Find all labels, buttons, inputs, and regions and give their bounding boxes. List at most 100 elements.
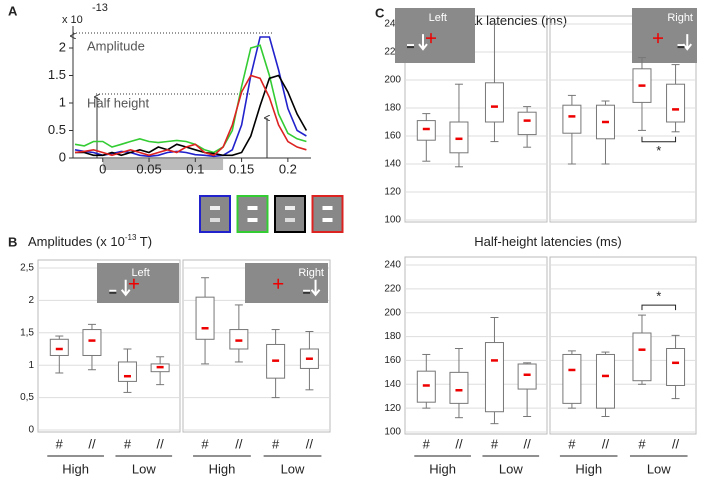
stimulus-dash (407, 44, 414, 47)
x-tick-label: // (306, 436, 314, 451)
y-tick-label: 200 (384, 75, 401, 86)
stimulus-icon (199, 195, 231, 233)
box (484, 82, 504, 123)
motion-arrow (310, 279, 321, 297)
y-tick-label: 120 (384, 403, 401, 414)
stimulus-icon (274, 195, 306, 233)
axis-exponent: x 10 (62, 14, 83, 26)
x-tick-label: // (455, 436, 463, 451)
icon-bar (322, 218, 333, 222)
stimulus-dash (407, 46, 414, 49)
axis-exponent-power: -13 (92, 2, 108, 14)
y-tick-label: 2 (59, 39, 66, 54)
x-tick-label: # (56, 436, 64, 451)
title-part: Amplitudes (x 10 (28, 234, 125, 249)
group-label: High (429, 461, 456, 476)
y-tick-label: 1 (59, 94, 66, 109)
icon-bar (285, 206, 295, 210)
stimulus-dash (303, 291, 311, 294)
fixation-cross (128, 278, 139, 289)
box (117, 361, 137, 382)
box (484, 342, 504, 413)
x-tick-label: # (423, 436, 431, 451)
stimulus-bar (102, 159, 224, 170)
motion-arrow (120, 279, 131, 297)
group-label: High (62, 461, 89, 476)
stimulus-box (632, 8, 697, 63)
icon-bar (210, 206, 220, 210)
x-tick-label: // (602, 436, 610, 451)
box (517, 111, 537, 136)
title-part: T) (136, 234, 152, 249)
y-tick-label: 1.5 (48, 67, 66, 82)
x-tick-label: // (88, 436, 96, 451)
box (562, 104, 582, 134)
motion-arrow (682, 34, 693, 51)
x-tick-label: 0 (99, 161, 106, 176)
y-tick-label: 100 (384, 427, 401, 438)
icon-bar (285, 218, 295, 222)
icon-bar (247, 206, 258, 210)
plot-frame (182, 259, 331, 433)
title-part: Peak latencies (ms) (453, 13, 567, 28)
group-label: High (575, 461, 602, 476)
y-tick-label: 140 (384, 379, 401, 390)
chart-title: Peak latencies (ms) (453, 13, 567, 28)
y-tick-label: 160 (384, 131, 401, 142)
stimulus-icon (236, 195, 269, 233)
y-tick-label: 2 (28, 295, 34, 306)
x-tick-label: 0.1 (186, 161, 204, 176)
x-tick-label: # (124, 436, 132, 451)
stimulus-dash (303, 289, 311, 292)
stimulus-box (97, 263, 179, 303)
annotation: Half height (87, 95, 150, 110)
icon-bar (322, 206, 333, 210)
y-tick-label: 1,5 (20, 327, 34, 338)
x-tick-label: // (157, 436, 165, 451)
box (49, 338, 69, 356)
stimulus-box (245, 263, 328, 303)
fixation-cross (653, 33, 663, 44)
y-tick-label: 0 (28, 425, 34, 436)
chart-title: Amplitudes (x 10-13 T) (28, 233, 152, 249)
stimulus-dash (109, 291, 117, 294)
x-tick-label: # (568, 436, 576, 451)
line-series (74, 44, 307, 154)
stimulus-box (395, 8, 475, 63)
stimulus-label: Left (131, 267, 149, 279)
x-tick-label: # (272, 436, 280, 451)
box (449, 371, 469, 404)
box (229, 329, 249, 350)
title-part: -13 (125, 233, 137, 242)
stimulus-label: Left (429, 12, 447, 24)
title-part: Half-height latencies (ms) (474, 234, 621, 249)
stimulus-dash (109, 289, 117, 292)
panel-label: A (8, 3, 18, 18)
y-tick-label: 0.5 (48, 122, 66, 137)
icon-bar (210, 218, 220, 222)
fixation-cross (426, 33, 436, 44)
stimulus-dash (677, 44, 685, 47)
box (562, 353, 582, 404)
box (632, 332, 652, 382)
x-tick-label: 0.2 (279, 161, 297, 176)
group-label: Low (499, 461, 523, 476)
panel-label: B (8, 234, 17, 249)
group-label: Low (132, 461, 156, 476)
y-tick-label: 180 (384, 331, 401, 342)
plot-frame (37, 259, 181, 433)
fixation-cross (273, 278, 284, 289)
chart-title: Half-height latencies (ms) (474, 234, 621, 249)
x-tick-label: // (524, 436, 532, 451)
group-label: High (209, 461, 236, 476)
box (416, 120, 436, 141)
stimulus-dash (677, 46, 685, 49)
stimulus-label: Right (298, 267, 324, 279)
x-tick-label: # (491, 436, 499, 451)
y-tick-label: 240 (384, 260, 401, 271)
stimulus-icon (311, 195, 344, 233)
plot-frame (404, 15, 548, 223)
line-series (75, 74, 308, 157)
box (449, 121, 469, 154)
